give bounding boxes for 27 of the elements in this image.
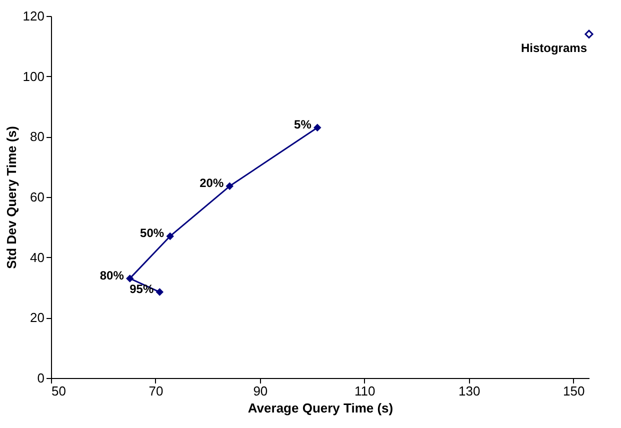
point [166, 232, 174, 240]
x-axis-title: Average Query Time (s) [248, 400, 394, 416]
x-tick-label: 130 [458, 384, 480, 398]
annotation: 50% [140, 226, 164, 240]
y-axis-title: Std Dev Query Time (s) [4, 126, 19, 269]
y-tick-label: 40 [30, 250, 44, 265]
annotation: 95% [130, 282, 154, 296]
x-tick-label: 50 [52, 384, 66, 398]
point [314, 124, 322, 132]
point [126, 274, 134, 282]
y-tick-label: 60 [30, 190, 44, 204]
y-tick-label: 0 [37, 370, 44, 386]
series-label: Histograms [520, 41, 588, 56]
y-tick-label: 100 [22, 68, 44, 84]
point [156, 288, 164, 296]
annotation: 5% [294, 118, 312, 132]
point [584, 30, 594, 38]
x-tick-label: 90 [253, 384, 268, 398]
point [226, 182, 234, 190]
x-tick-label: 150 [562, 384, 585, 398]
x-tick-label: 110 [354, 384, 376, 398]
x-tick-label: 70 [148, 384, 164, 398]
annotation: 80% [100, 268, 124, 282]
y-tick-label: 120 [22, 8, 44, 24]
y-tick-label: 80 [30, 129, 44, 144]
annotation: 20% [200, 176, 224, 190]
y-tick-label: 20 [30, 310, 44, 326]
